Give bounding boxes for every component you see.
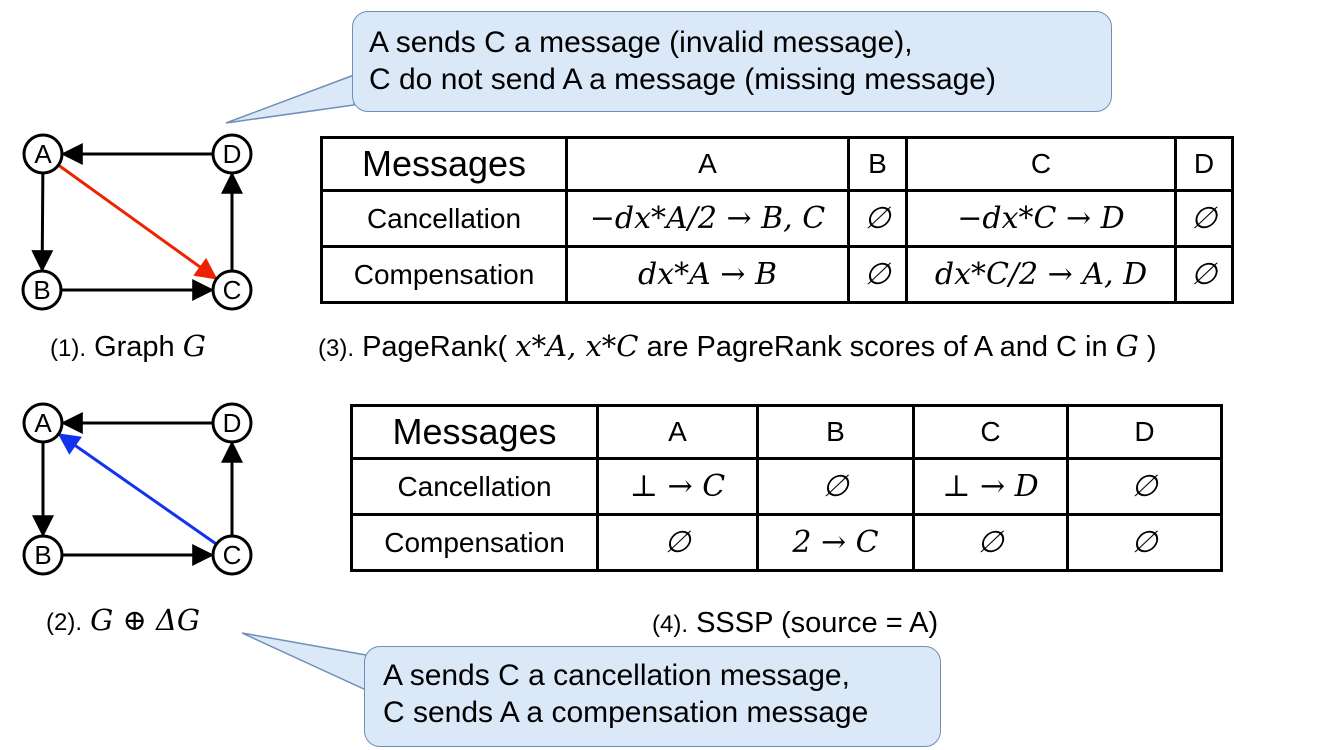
table-cell: ∅ [756,457,915,516]
table-cell: dx*C/2 → A, D [905,245,1177,304]
caption-text: Graph [94,331,175,363]
caption-math-a: x*A, x*C [515,329,639,363]
caption-pagerank: (3). PageRank( x*A, x*C are PagreRank sc… [318,329,1157,364]
header-cell-d: D [1066,404,1223,460]
graph-diagrams: A B C D A B C D [21,133,253,576]
node-label-d: D [223,408,242,438]
caption-text: SSSP (source = A) [696,607,939,639]
header-cell-c: C [905,136,1177,192]
node-c [211,534,253,576]
table-cell: ∅ [1174,245,1234,304]
table-header-row: Messages A B C D [350,404,1223,460]
caption-number: (4). [652,611,688,638]
callout-cancellation-message: A sends C a cancellation message, C send… [364,646,941,747]
header-cell-a: A [596,404,759,460]
table-cell: −dx*C → D [905,189,1177,248]
table-cell: ∅ [847,189,908,248]
sssp-messages-table: Messages A B C D Cancellation ⊥ → C ∅ ⊥ … [350,404,1223,572]
table-row-compensation: Compensation dx*A → B ∅ dx*C/2 → A, D ∅ [320,245,1234,304]
row-label: Cancellation [350,457,599,516]
node-label-d: D [223,139,242,169]
node-a [22,402,64,444]
callout-bottom-tail [241,632,367,692]
header-cell-a: A [565,136,850,192]
table-cell: ⊥ → C [596,457,759,516]
table-cell: ∅ [1066,457,1223,516]
header-cell-messages: Messages [350,404,599,460]
row-label: Compensation [350,513,599,572]
callout-bottom-line1: A sends C a cancellation message, [383,659,850,692]
header-cell-c: C [912,404,1069,460]
node-b [21,269,63,311]
node-label-b: B [34,540,51,570]
row-label: Compensation [320,245,568,304]
header-cell-b: B [847,136,908,192]
header-cell-messages: Messages [320,136,568,192]
caption-math-b: G [1115,329,1139,363]
node-label-c: C [223,540,242,570]
callout-top-line2: C do not send A a message (missing messa… [369,63,996,96]
caption-number: (1). [50,335,86,362]
node-label-c: C [223,275,242,305]
caption-math: G ⊕ ΔG [90,603,201,637]
node-c [211,269,253,311]
edge-c-to-a [57,433,218,546]
header-cell-b: B [756,404,915,460]
edge-a-to-b [31,172,54,273]
table-cell: ∅ [847,245,908,304]
callout-top-line1: A sends C a message (invalid message), [369,26,913,59]
table-cell: ∅ [1174,189,1234,248]
caption-number: (2). [46,609,82,636]
caption-graph-g: (1). Graph G [50,329,206,364]
node-d [211,133,253,175]
node-b [22,534,64,576]
node-label-b: B [33,275,50,305]
table-cell: ⊥ → D [912,457,1069,516]
graph-g-plus-delta: A B C D [22,402,253,576]
table-cell: ∅ [912,513,1069,572]
caption-math: G [182,329,206,363]
callout-top-tail [225,73,355,124]
callout-invalid-message: A sends C a message (invalid message), C… [352,11,1112,112]
node-d [211,402,253,444]
caption-text-c: ) [1146,331,1157,363]
edge-a-to-c [57,163,218,280]
table-cell: 2 → C [756,513,915,572]
header-cell-d: D [1174,136,1234,192]
node-a [22,133,64,175]
table-cell: ∅ [1066,513,1223,572]
caption-text-a: PageRank( [362,331,508,363]
table-row-compensation: Compensation ∅ 2 → C ∅ ∅ [350,513,1223,572]
table-cell: ∅ [596,513,759,572]
table-cell: −dx*A/2 → B, C [565,189,850,248]
node-label-a: A [34,139,52,169]
graph-g: A B C D [21,133,253,311]
caption-graph-delta: (2). G ⊕ ΔG [46,603,200,638]
node-label-a: A [34,408,52,438]
caption-sssp: (4). SSSP (source = A) [652,607,938,640]
table-header-row: Messages A B C D [320,136,1234,192]
callout-bottom-line2: C sends A a compensation message [383,696,869,729]
table-cell: dx*A → B [565,245,850,304]
pagerank-messages-table: Messages A B C D Cancellation −dx*A/2 → … [320,136,1234,304]
table-row-cancellation: Cancellation −dx*A/2 → B, C ∅ −dx*C → D … [320,189,1234,248]
caption-number: (3). [318,335,354,362]
row-label: Cancellation [320,189,568,248]
table-row-cancellation: Cancellation ⊥ → C ∅ ⊥ → D ∅ [350,457,1223,516]
caption-text-b: are PagreRank scores of A and C in [646,331,1116,363]
